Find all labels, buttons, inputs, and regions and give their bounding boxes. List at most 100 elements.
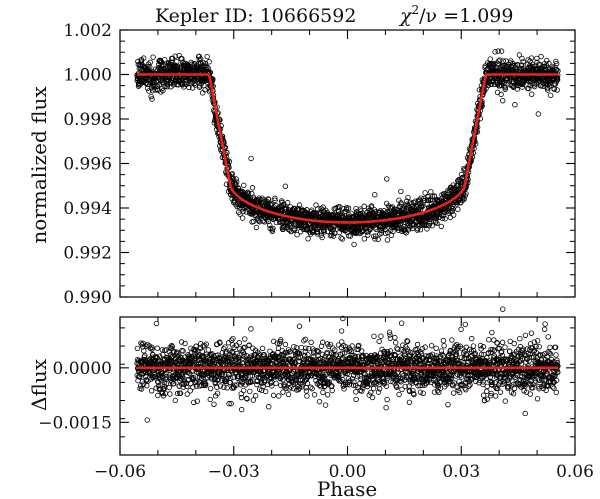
residual-data-point <box>471 344 476 349</box>
top-data-point <box>352 242 357 247</box>
y-tick-label: 0.994 <box>63 199 112 219</box>
residual-data-point <box>208 386 213 391</box>
residual-data-point <box>463 322 468 327</box>
residual-data-point <box>450 338 455 343</box>
top-data-point <box>362 237 367 242</box>
residual-data-point <box>155 393 160 398</box>
top-data-points <box>135 49 560 247</box>
residual-data-point <box>354 390 359 395</box>
residual-data-point <box>384 405 389 410</box>
top-data-point <box>354 206 359 211</box>
residual-data-point <box>168 392 173 397</box>
residual-data-point <box>370 395 375 400</box>
residual-data-point <box>283 342 288 347</box>
y-tick-label: 1.000 <box>63 66 112 86</box>
residual-data-point <box>503 345 508 350</box>
chi-superscript: 2 <box>412 3 420 17</box>
top-data-point <box>151 55 156 60</box>
residual-data-point <box>354 397 359 402</box>
residual-data-point <box>507 349 512 354</box>
residual-data-point <box>135 346 140 351</box>
top-data-point <box>385 238 390 243</box>
residual-data-point <box>206 348 211 353</box>
residual-data-point <box>377 339 382 344</box>
y-tick-label: 0.990 <box>63 288 112 308</box>
residual-data-point <box>225 386 230 391</box>
residual-data-point <box>149 388 154 393</box>
residual-data-point <box>323 403 328 408</box>
residual-data-point <box>276 394 281 399</box>
bottom-panel: 0.0000−0.0015−0.06 −0.03 0.00 0.03 0.06 Δflu… <box>27 307 594 499</box>
top-data-point <box>241 183 246 188</box>
residual-data-point <box>441 338 446 343</box>
y-tick-label: 0.996 <box>63 155 112 175</box>
chi-rest: /ν =1.099 <box>419 5 513 27</box>
top-data-point <box>306 236 311 241</box>
y-tick-label: 0.998 <box>63 110 112 130</box>
top-data-point <box>529 92 534 97</box>
residual-data-point <box>237 340 242 345</box>
residual-data-point <box>208 397 213 402</box>
residual-data-point <box>407 400 412 405</box>
residual-data-point <box>372 334 377 339</box>
y-tick-label: 0.992 <box>63 244 112 264</box>
residual-data-point <box>459 327 464 332</box>
residual-data-point <box>297 324 302 329</box>
residual-data-point <box>493 394 498 399</box>
residual-data-point <box>281 390 286 395</box>
residual-data-point <box>173 398 178 403</box>
top-ylabel: normalized flux <box>27 86 51 244</box>
top-data-point <box>254 225 259 230</box>
residual-data-point <box>241 388 246 393</box>
top-data-point <box>362 204 367 209</box>
residual-data-point <box>321 390 326 395</box>
residual-data-point <box>503 399 508 404</box>
residual-data-point <box>312 392 317 397</box>
residual-data-point <box>415 342 420 347</box>
top-data-point <box>399 189 404 194</box>
top-panel: 0.9900.9920.9940.9960.9981.0001.002 norm… <box>27 21 575 308</box>
light-curve-figure: Kepler ID: 10666592 χ2/ν =1.099 0.9900.9… <box>0 0 600 499</box>
residual-data-point <box>429 343 434 348</box>
residual-data-point <box>397 392 402 397</box>
top-data-point <box>548 93 553 98</box>
residual-data-point <box>442 344 447 349</box>
top-data-point <box>372 192 377 197</box>
top-data-point <box>499 49 504 54</box>
top-data-point <box>250 185 255 190</box>
residual-data-point <box>253 393 258 398</box>
residual-data-point <box>482 398 487 403</box>
top-data-point <box>249 156 254 161</box>
top-data-point <box>439 224 444 229</box>
residual-data-point <box>299 345 304 350</box>
residual-data-point <box>393 340 398 345</box>
residual-data-point <box>490 330 495 335</box>
residual-data-point <box>247 389 252 394</box>
residual-data-point <box>224 349 229 354</box>
residual-data-point <box>434 346 439 351</box>
top-data-point <box>203 88 208 93</box>
residual-data-point <box>421 391 426 396</box>
residual-data-point <box>330 388 335 393</box>
residual-data-point <box>486 337 491 342</box>
top-data-point <box>240 216 245 221</box>
residual-data-point <box>305 394 310 399</box>
residual-data-point <box>304 389 309 394</box>
top-data-point <box>285 200 290 205</box>
top-data-point <box>539 54 544 59</box>
residual-data-point <box>271 393 276 398</box>
residual-data-point <box>292 344 297 349</box>
top-data-point <box>448 215 453 220</box>
residual-data-point <box>145 418 150 423</box>
residual-data-point <box>485 384 490 389</box>
residual-data-point <box>360 389 365 394</box>
residual-data-point <box>393 335 398 340</box>
residual-data-point <box>325 393 330 398</box>
residual-data-point <box>339 329 344 334</box>
residual-data-point <box>251 398 256 403</box>
top-data-point <box>536 112 541 117</box>
chart-title-chi-square: χ2/ν =1.099 <box>398 3 513 27</box>
residual-data-point <box>212 402 217 407</box>
top-data-point <box>456 207 461 212</box>
residual-data-point <box>266 404 271 409</box>
